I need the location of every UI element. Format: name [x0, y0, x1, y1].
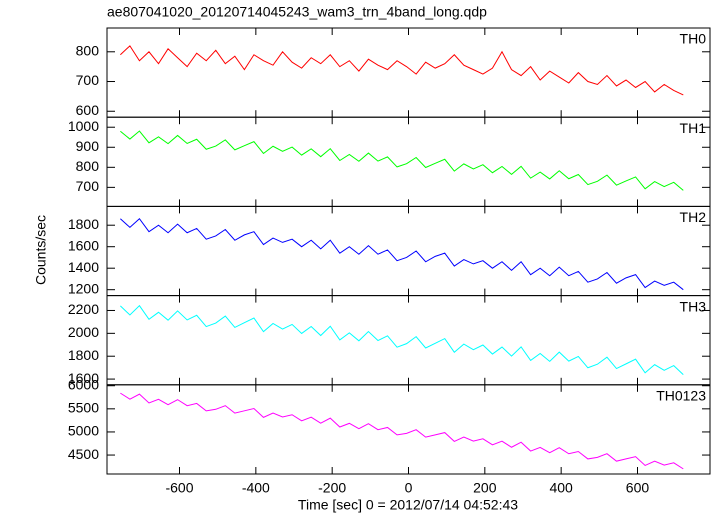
series-line: [120, 130, 684, 191]
y-tick-label: 1000: [68, 118, 99, 134]
y-tick-label: 5500: [68, 400, 99, 416]
x-tick-label: 600: [626, 480, 650, 496]
y-tick-label: 1800: [68, 347, 99, 363]
y-axis-label: Counts/sec: [33, 215, 49, 285]
x-tick-label: 400: [549, 480, 573, 496]
panel-frame: [106, 205, 711, 297]
y-tick-label: 900: [76, 138, 100, 154]
x-axis-label: Time [sec] 0 = 2012/07/14 04:52:43: [298, 497, 518, 513]
series-label: TH2: [680, 209, 707, 225]
y-tick-label: 2200: [68, 301, 99, 317]
y-tick-label: 6000: [68, 376, 99, 392]
series-line: [120, 392, 684, 470]
y-tick-label: 600: [76, 102, 100, 118]
x-tick-label: -600: [165, 480, 193, 496]
y-tick-label: 2000: [68, 324, 99, 340]
y-tick-label: 1200: [68, 280, 99, 296]
y-tick-label: 5000: [68, 423, 99, 439]
series-line: [120, 304, 684, 375]
y-tick-label: 1600: [68, 370, 99, 386]
panel-frame: [106, 116, 711, 207]
panel-frame: [106, 295, 711, 386]
x-tick-label: 0: [405, 480, 413, 496]
series-label: TH0: [680, 31, 707, 47]
y-tick-label: 800: [76, 42, 100, 58]
y-tick-label: 800: [76, 158, 100, 174]
y-tick-label: 700: [76, 178, 100, 194]
x-tick-label: -400: [242, 480, 270, 496]
y-tick-label: 1600: [68, 237, 99, 253]
x-tick-label: -200: [318, 480, 346, 496]
chart-title: ae807041020_20120714045243_wam3_trn_4ban…: [107, 4, 487, 20]
y-tick-label: 4500: [68, 446, 99, 462]
series-label: TH3: [680, 298, 707, 314]
y-tick-label: 700: [76, 72, 100, 88]
series-line: [120, 218, 684, 291]
series-label: TH0123: [656, 388, 706, 404]
series-label: TH1: [680, 120, 707, 136]
y-tick-label: 1800: [68, 216, 99, 232]
series-line: [120, 45, 684, 96]
panel-frame: [106, 27, 711, 118]
x-tick-label: 200: [473, 480, 497, 496]
y-tick-label: 1400: [68, 259, 99, 275]
